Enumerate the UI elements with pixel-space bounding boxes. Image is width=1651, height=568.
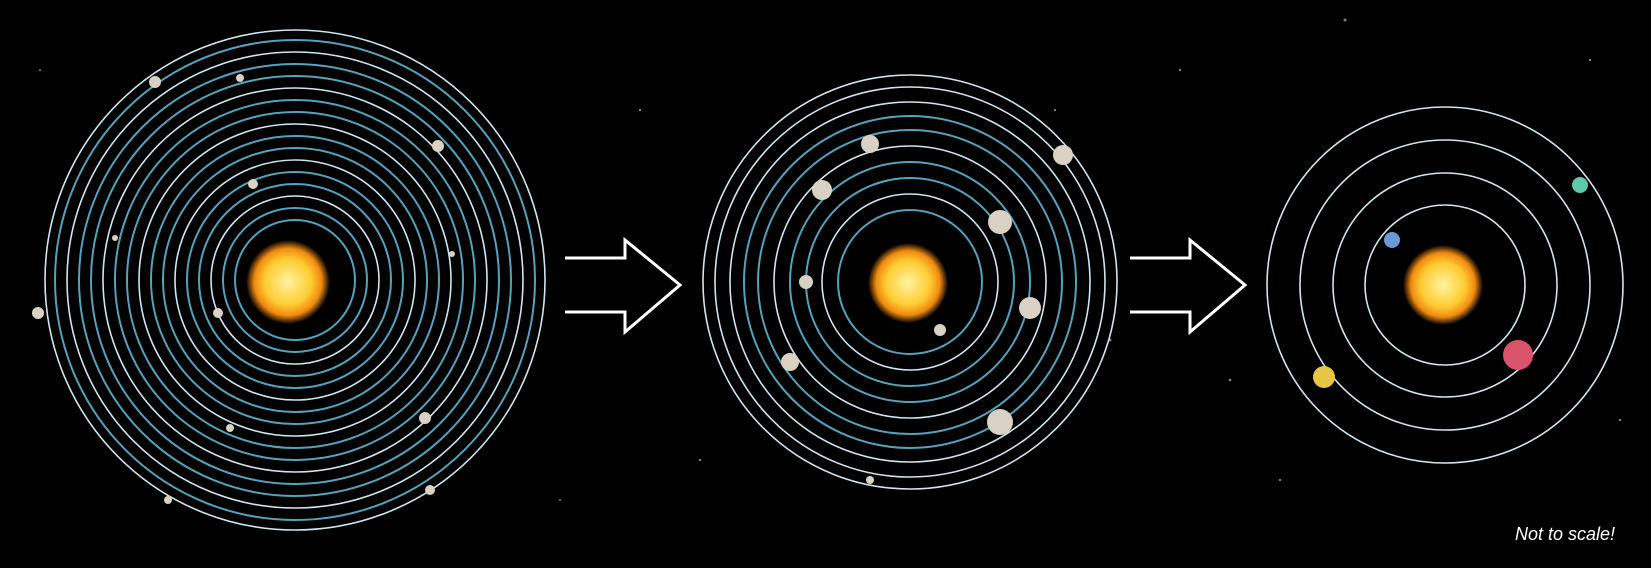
protoplanetary-disk: [32, 29, 546, 531]
caption: Not to scale!: [1515, 524, 1615, 544]
planet: [1572, 177, 1588, 193]
planet: [1384, 232, 1400, 248]
sun: [1403, 245, 1483, 325]
planetary-system: [1266, 106, 1624, 464]
sun: [246, 240, 330, 324]
planet: [1503, 340, 1533, 370]
arrow: [565, 236, 683, 336]
arrow: [1130, 236, 1248, 336]
sun: [868, 243, 948, 323]
background-stars: [39, 18, 1622, 501]
planetesimal-disk: [702, 74, 1118, 490]
planet: [1313, 366, 1335, 388]
